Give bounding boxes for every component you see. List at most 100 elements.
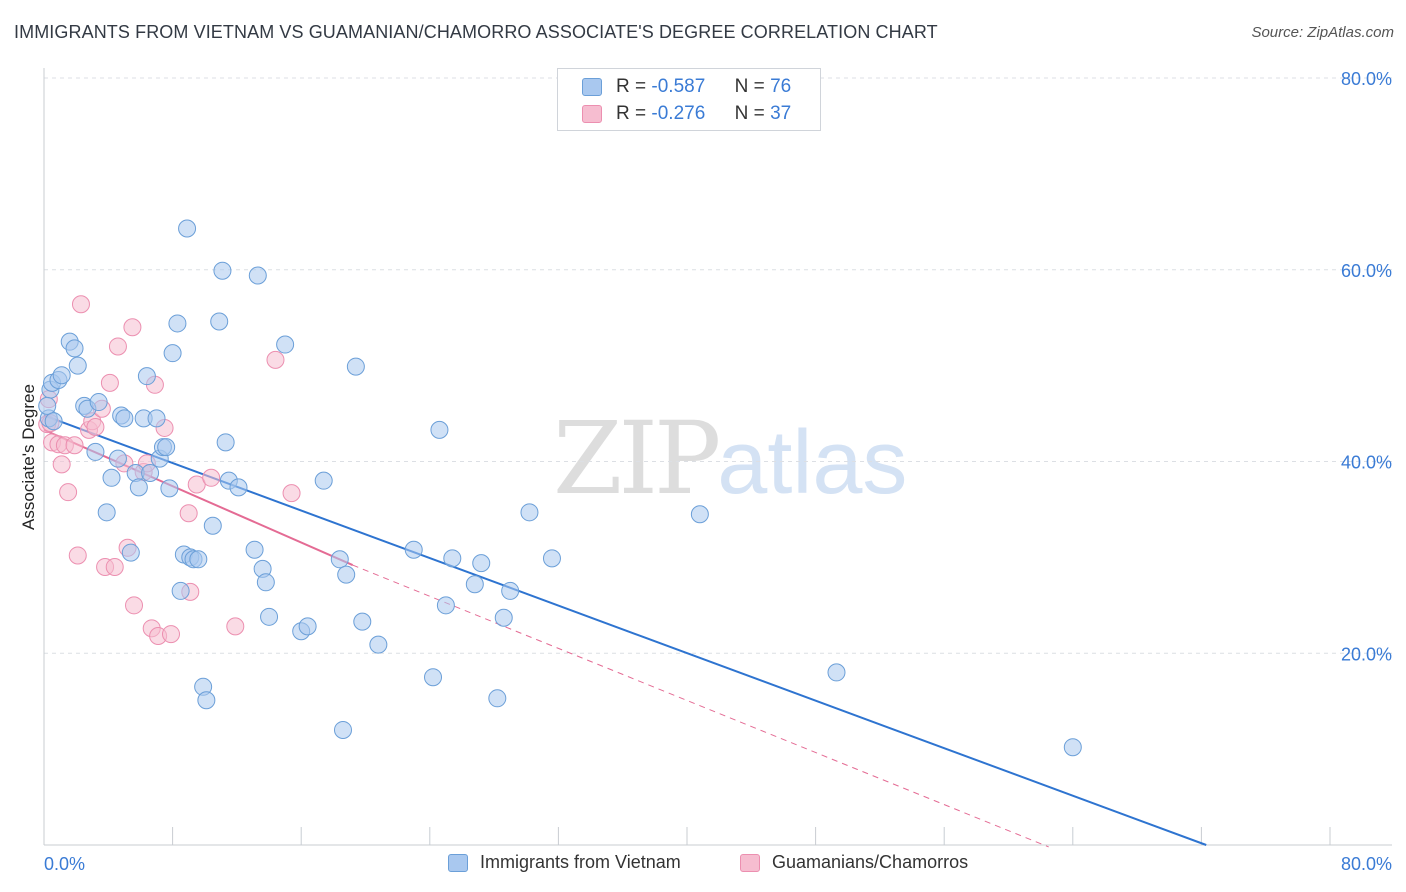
point-vietnam: [97, 503, 116, 522]
point-vietnam: [137, 367, 156, 386]
y-tick-label: 80.0%: [1341, 69, 1392, 89]
point-vietnam: [210, 312, 229, 331]
point-vietnam: [443, 549, 462, 568]
point-vietnam: [430, 420, 449, 439]
point-vietnam: [827, 663, 846, 682]
point-vietnam: [1063, 738, 1082, 757]
point-vietnam: [494, 608, 513, 627]
point-vietnam: [488, 689, 507, 708]
point-vietnam: [147, 409, 166, 428]
tick-labels: 20.0% 40.0% 60.0% 80.0% 0.0% 80.0%: [44, 69, 1392, 874]
point-vietnam: [160, 479, 179, 498]
legend-row-guamanian: R = -0.276 N = 37: [582, 102, 791, 126]
points-vietnam: [38, 219, 1082, 757]
axes: [43, 68, 1392, 846]
point-vietnam: [216, 433, 235, 452]
correlation-legend: R = -0.587 N = 76 R = -0.276 N = 37: [557, 68, 821, 131]
point-vietnam: [203, 516, 222, 535]
point-vietnam: [245, 540, 264, 559]
point-vietnam: [330, 550, 349, 569]
point-guamanian: [179, 504, 198, 523]
point-vietnam: [298, 617, 317, 636]
point-vietnam: [213, 261, 232, 280]
point-vietnam: [333, 720, 352, 739]
point-guamanian: [125, 596, 144, 615]
point-guamanian: [65, 436, 84, 455]
point-vietnam: [157, 438, 176, 457]
x-tick-label: 0.0%: [44, 854, 85, 874]
y-tick-label: 20.0%: [1341, 644, 1392, 664]
legend-r-value-vietnam: -0.587: [651, 76, 706, 97]
legend-label-vietnam: Immigrants from Vietnam: [480, 852, 681, 872]
point-vietnam: [89, 393, 108, 412]
point-guamanian: [105, 557, 124, 576]
point-guamanian: [68, 546, 87, 565]
point-vietnam: [44, 412, 63, 431]
point-vietnam: [436, 596, 455, 615]
point-vietnam: [260, 607, 279, 626]
y-tick-label: 60.0%: [1341, 261, 1392, 281]
point-guamanian: [108, 337, 127, 356]
point-guamanian: [100, 373, 119, 392]
point-vietnam: [229, 478, 248, 497]
point-vietnam: [501, 581, 520, 600]
point-guamanian: [71, 295, 90, 314]
point-vietnam: [472, 554, 491, 573]
source-label: Source: ZipAtlas.com: [1251, 24, 1394, 41]
point-vietnam: [337, 565, 356, 584]
point-vietnam: [68, 356, 87, 375]
legend-r-label: R =: [616, 103, 647, 124]
bottom-legend-vietnam[interactable]: Immigrants from Vietnam: [448, 852, 681, 873]
point-vietnam: [65, 339, 84, 358]
legend-swatch-pink: [582, 105, 602, 123]
trend-line-guamanian-extrapolated: [352, 564, 1049, 848]
grid-lines: [44, 77, 1392, 654]
bottom-legend-guamanian[interactable]: Guamanians/Chamorros: [740, 852, 968, 873]
point-vietnam: [465, 575, 484, 594]
legend-swatch-blue: [582, 78, 602, 96]
point-vietnam: [38, 396, 57, 415]
point-guamanian: [282, 484, 301, 503]
legend-n-value-vietnam: 76: [770, 76, 792, 97]
point-vietnam: [108, 449, 127, 468]
point-vietnam: [404, 540, 423, 559]
point-guamanian: [123, 318, 142, 337]
point-guamanian: [202, 468, 221, 487]
point-vietnam: [189, 550, 208, 569]
legend-label-guamanian: Guamanians/Chamorros: [772, 852, 969, 872]
point-guamanian: [86, 417, 105, 436]
legend-r-value-guamanian: -0.276: [651, 103, 706, 124]
point-vietnam: [102, 468, 121, 487]
point-vietnam: [197, 691, 216, 710]
point-vietnam: [168, 314, 187, 333]
point-guamanian: [161, 625, 180, 644]
point-vietnam: [52, 366, 71, 385]
point-vietnam: [121, 543, 140, 562]
point-guamanian: [266, 350, 285, 369]
point-guamanian: [226, 617, 245, 636]
point-vietnam: [163, 344, 182, 363]
y-tick-label: 40.0%: [1341, 453, 1392, 473]
x-tick-label: 80.0%: [1341, 854, 1392, 874]
point-vietnam: [248, 266, 267, 285]
point-guamanian: [59, 483, 78, 502]
legend-n-label: N =: [734, 76, 765, 97]
legend-swatch-blue: [448, 853, 468, 872]
point-vietnam: [115, 409, 134, 428]
point-vietnam: [86, 442, 105, 461]
legend-row-vietnam: R = -0.587 N = 76: [582, 75, 791, 99]
point-vietnam: [520, 503, 539, 522]
point-vietnam: [542, 549, 561, 568]
point-vietnam: [424, 668, 443, 687]
point-vietnam: [276, 335, 295, 354]
point-vietnam: [353, 612, 372, 631]
legend-n-label: N =: [734, 103, 765, 124]
point-vietnam: [171, 581, 190, 600]
legend-swatch-pink: [740, 853, 760, 872]
legend-n-value-guamanian: 37: [770, 103, 792, 124]
point-guamanian: [52, 455, 71, 474]
point-vietnam: [141, 464, 160, 483]
chart-title: IMMIGRANTS FROM VIETNAM VS GUAMANIAN/CHA…: [14, 22, 938, 42]
point-vietnam: [346, 357, 365, 376]
